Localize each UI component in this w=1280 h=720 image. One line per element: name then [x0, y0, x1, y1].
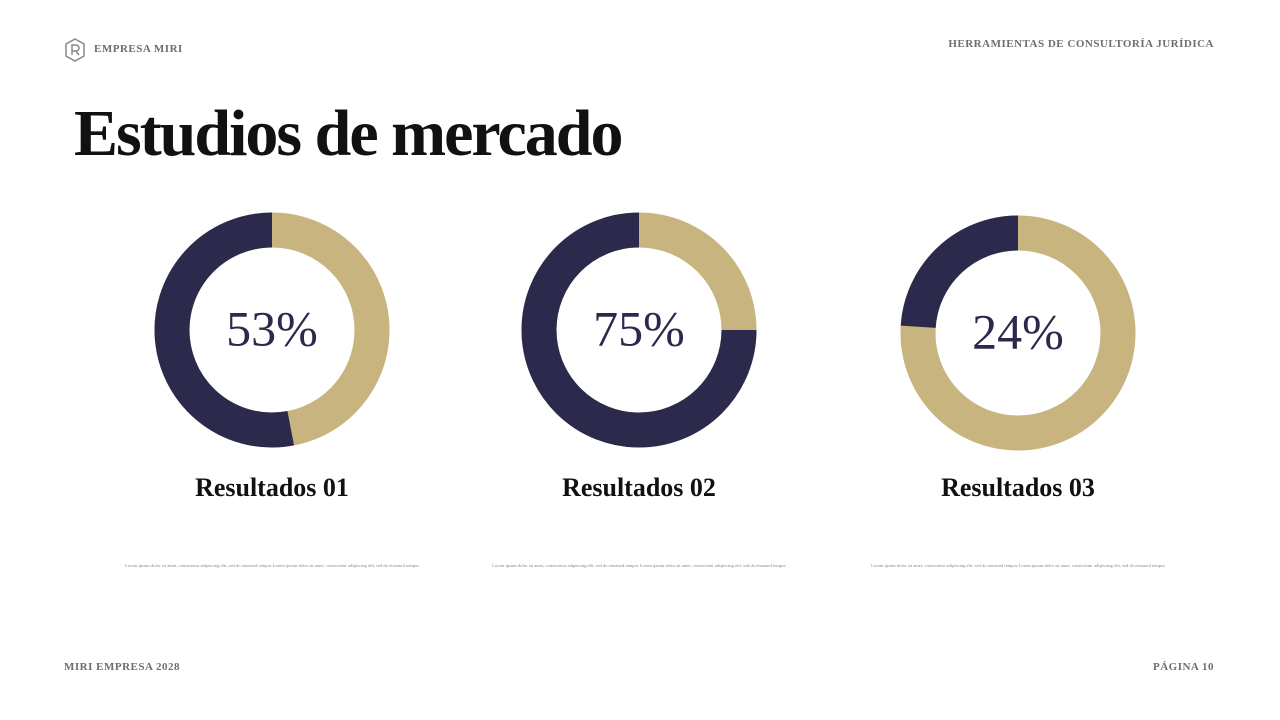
chart-label: Resultados 01	[195, 473, 349, 502]
chart-label: Resultados 03	[941, 473, 1095, 502]
donut-arc	[521, 212, 757, 448]
section-title: HERRAMIENTAS DE CONSULTORÍA JURÍDICA	[948, 38, 1214, 50]
value-label: 53%	[226, 300, 318, 356]
brand: EMPRESA MIRI	[94, 43, 183, 55]
chart-label: Resultados 02	[562, 473, 716, 502]
page-number: PÁGINA 10	[1152, 661, 1214, 673]
slide-title: Estudios de mercado	[74, 97, 623, 170]
caption: Lorem ipsum dolor sit amet, consectetur …	[492, 563, 786, 569]
footer-left: MIRI EMPRESA 2028	[64, 661, 181, 673]
value-label: 24%	[972, 303, 1064, 359]
logo	[65, 38, 85, 62]
value-label: 75%	[593, 300, 685, 356]
donut-arc	[154, 212, 294, 448]
caption: Lorem ipsum dolor sit amet, consectetur …	[871, 563, 1165, 569]
donut-arc	[900, 215, 1019, 329]
caption: Lorem ipsum dolor sit amet, consectetur …	[125, 563, 419, 569]
